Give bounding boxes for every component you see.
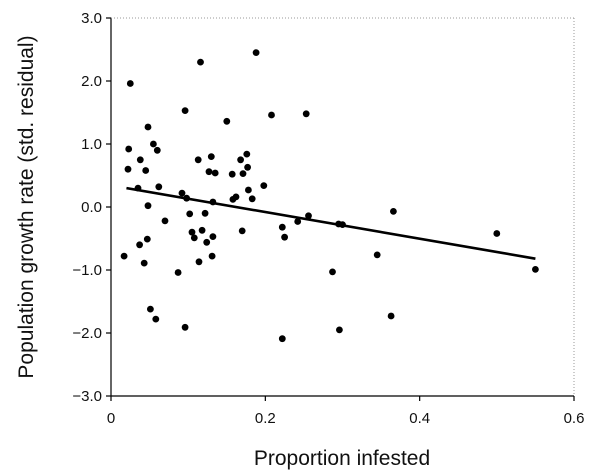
trend-line-group (126, 186, 536, 260)
data-point (305, 212, 312, 220)
data-point (126, 80, 134, 87)
data-point (207, 153, 215, 161)
data-point (186, 210, 194, 218)
y-tick-label: −2.0 (72, 325, 102, 342)
data-point (205, 168, 213, 176)
data-point (260, 182, 268, 190)
data-point (232, 193, 240, 201)
y-tick-label: 2.0 (81, 73, 102, 90)
data-point (532, 266, 539, 273)
data-point (223, 117, 231, 125)
x-tick-label: 0.4 (409, 410, 430, 427)
data-point (329, 268, 336, 276)
data-point (493, 230, 501, 237)
data-point (181, 323, 189, 331)
y-tick-label: 3.0 (81, 10, 102, 27)
data-point (281, 233, 288, 241)
data-point (268, 111, 275, 119)
x-tick-label: 0.6 (564, 410, 585, 427)
data-point (228, 170, 236, 178)
data-point (208, 252, 216, 260)
data-point (195, 258, 203, 266)
x-axis-title: Proportion infested (254, 447, 430, 470)
axis-ticks: 3.0 2.0 1.0 0.0 −1.0 −2.0 −3.0 0 0.2 0.4 0.6 (72, 10, 584, 427)
y-tick-label: 0.0 (81, 199, 102, 216)
data-point (198, 226, 206, 234)
data-point (178, 189, 186, 197)
data-point (209, 233, 217, 241)
data-point (124, 165, 132, 173)
data-point (150, 140, 157, 148)
data-point (243, 150, 251, 158)
data-point (336, 326, 343, 334)
data-point (125, 145, 133, 153)
data-point (373, 251, 381, 259)
data-point (142, 167, 150, 174)
data-points (120, 49, 539, 343)
data-point (190, 234, 198, 242)
data-point (248, 195, 256, 203)
data-point (161, 217, 169, 225)
data-point (136, 156, 144, 164)
data-point (252, 49, 260, 56)
data-point (155, 183, 163, 191)
data-point (211, 169, 219, 177)
data-point (188, 228, 196, 236)
data-point (237, 156, 245, 164)
y-tick-label: 1.0 (81, 136, 102, 153)
data-point (203, 238, 211, 246)
axis-labels: Proportion infested Population growth ra… (15, 35, 430, 470)
data-point (143, 235, 151, 243)
data-point (181, 107, 189, 114)
y-axis-title: Population growth rate (std. residual) (15, 35, 38, 378)
data-point (244, 163, 252, 171)
data-point (174, 269, 182, 276)
data-point (153, 146, 161, 154)
data-point (239, 170, 247, 178)
data-point (390, 208, 397, 215)
x-tick-label: 0 (107, 410, 115, 427)
data-point (278, 335, 286, 343)
data-point (194, 156, 202, 164)
data-point (120, 252, 128, 260)
data-point (147, 305, 154, 313)
data-point (387, 312, 395, 320)
data-point (136, 241, 144, 249)
x-tick-label: 0.2 (255, 410, 276, 427)
data-point (197, 58, 204, 66)
data-point (144, 123, 152, 131)
trend-line (126, 186, 536, 260)
data-point (245, 186, 252, 194)
data-point (140, 259, 148, 267)
plot-area (110, 17, 575, 397)
data-point (152, 315, 160, 323)
data-point (302, 110, 310, 118)
data-point (144, 202, 152, 210)
data-point (201, 209, 209, 217)
data-point (238, 227, 246, 235)
data-point (278, 223, 286, 231)
y-tick-label: −3.0 (72, 388, 102, 405)
y-tick-label: −1.0 (72, 262, 102, 279)
data-point (294, 218, 302, 225)
